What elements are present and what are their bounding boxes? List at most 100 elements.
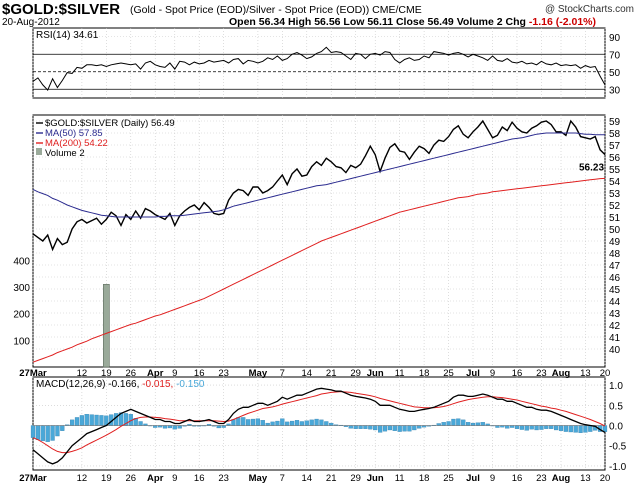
x-tick-label-top: 23 <box>536 368 547 379</box>
macd-histogram-bar <box>534 425 539 431</box>
macd-tick-label: -1.0 <box>609 462 627 473</box>
macd-histogram-bar <box>60 425 65 431</box>
x-tick-label-top: 9 <box>490 368 495 379</box>
macd-histogram-bar <box>480 422 485 426</box>
macd-histogram-bar <box>94 414 99 426</box>
last-value-label: 56.23 <box>579 163 604 174</box>
macd-histogram-bar <box>466 422 471 426</box>
price-tick-label: 46 <box>609 273 621 284</box>
stockcharts-credit[interactable]: @ StockCharts.com <box>544 4 634 15</box>
macd-histogram-bar <box>475 422 480 426</box>
macd-histogram-bar <box>348 425 353 429</box>
macd-histogram-bar <box>417 425 422 429</box>
rsi-tick-label: 90 <box>609 33 621 44</box>
x-tick-label-bottom: Jul <box>466 473 480 484</box>
macd-histogram-bar <box>412 425 417 431</box>
x-tick-label-top: 21 <box>326 368 337 379</box>
price-tick-label: 52 <box>609 201 621 212</box>
x-tick-label-bottom: 9 <box>490 473 495 484</box>
x-tick-label-top: Jul <box>466 368 480 379</box>
volume-bar <box>103 284 110 368</box>
rsi-tick-label: 30 <box>609 85 621 96</box>
macd-histogram-bar <box>558 425 564 431</box>
x-tick-label-bottom: 18 <box>419 473 430 484</box>
x-tick-label-top: 29 <box>350 368 361 379</box>
x-tick-label-bottom: 13 <box>580 473 591 484</box>
macd-histogram-bar <box>461 419 466 426</box>
x-tick-label-top: 19 <box>101 368 112 379</box>
ma200-line <box>32 177 606 363</box>
macd-histogram-bar <box>392 425 397 431</box>
macd-histogram-bar <box>324 421 329 426</box>
macd-histogram-bar <box>270 421 275 426</box>
chart-description: (Gold - Spot Price (EOD)/Silver - Spot P… <box>130 4 422 16</box>
macd-histogram-bar <box>505 425 510 429</box>
legend-ma200: MA(200) 54.22 <box>45 138 108 149</box>
x-tick-label-bottom: 20 <box>600 473 611 484</box>
macd-histogram-bar <box>373 425 378 431</box>
macd-histogram-bar <box>588 425 593 432</box>
price-tick-label: 55 <box>609 165 621 176</box>
x-tick-label-bottom: May <box>249 473 268 484</box>
macd-histogram-bar <box>246 419 251 426</box>
macd-histogram-bar <box>167 425 172 429</box>
macd-histogram-bar <box>602 425 608 432</box>
volume-value: 2 <box>496 16 503 28</box>
volume-tick-label: 300 <box>13 283 30 294</box>
macd-histogram-bar <box>241 417 246 426</box>
chart-date: 20-Aug-2012 <box>2 17 60 28</box>
price-tick-label: 44 <box>609 297 621 308</box>
price-tick-label: 56 <box>609 153 621 164</box>
price-tick-label: 50 <box>609 225 621 236</box>
x-tick-label-top: 16 <box>512 368 523 379</box>
macd-panel-frame <box>32 376 606 471</box>
low-value: 56.11 <box>367 16 394 28</box>
macd-histogram-bar <box>99 415 104 426</box>
x-tick-label-bottom: 23 <box>536 473 547 484</box>
high-label: High <box>287 16 312 28</box>
x-tick-label-top: 12 <box>77 368 88 379</box>
macd-histogram-bar <box>260 420 265 426</box>
volume-tick-label: 400 <box>13 256 30 267</box>
x-tick-label-top: 20 <box>600 368 611 379</box>
macd-histogram-bar <box>299 421 304 426</box>
macd-histogram-bar <box>329 422 334 426</box>
macd-histogram-bar <box>446 421 451 426</box>
x-tick-label-bottom: Jun <box>367 473 384 484</box>
chg-value: -1.16 (-2.01%) <box>528 16 596 28</box>
price-tick-label: 51 <box>609 213 621 224</box>
macd-histogram-bar <box>114 413 119 426</box>
x-tick-label-bottom: 12 <box>77 473 88 484</box>
x-tick-label-bottom: 23 <box>218 473 229 484</box>
close-label: Close <box>395 16 425 28</box>
rsi-line <box>32 46 606 91</box>
x-tick-label-top: 7 <box>280 368 285 379</box>
macd-histogram-bar <box>236 417 241 426</box>
x-tick-label-bottom: Aug <box>552 473 571 484</box>
price-tick-label: 58 <box>609 129 621 140</box>
macd-histogram-bar <box>470 422 476 426</box>
x-tick-label-top: 25 <box>443 368 454 379</box>
macd-histogram-bar <box>40 425 45 442</box>
x-tick-label-top: Jun <box>367 368 384 379</box>
price-tick-label: 59 <box>609 117 621 128</box>
legend-ma50: MA(50) 57.85 <box>45 128 103 139</box>
legend-volume: Volume 2 <box>45 148 85 159</box>
macd-histogram-bar <box>79 415 84 426</box>
price-tick-label: 54 <box>609 177 621 188</box>
price-tick-label: 40 <box>609 345 621 356</box>
macd-histogram-bar <box>265 422 270 426</box>
macd-histogram-bar <box>382 425 388 432</box>
macd-histogram-bar <box>177 425 182 429</box>
macd-histogram-bar <box>495 425 500 428</box>
macd-histogram-bar <box>285 421 290 426</box>
macd-histogram-bar <box>55 425 60 437</box>
macd-histogram-bar <box>216 425 221 429</box>
macd-tick-label: -0.5 <box>609 442 627 453</box>
price-tick-label: 45 <box>609 285 621 296</box>
macd-histogram-bar <box>353 425 358 429</box>
price-tick-label: 48 <box>609 249 621 260</box>
x-tick-label-bottom: 29 <box>350 473 361 484</box>
price-tick-label: 49 <box>609 237 621 248</box>
legend-price: $GOLD:$SILVER (Daily) 56.49 <box>45 118 175 129</box>
